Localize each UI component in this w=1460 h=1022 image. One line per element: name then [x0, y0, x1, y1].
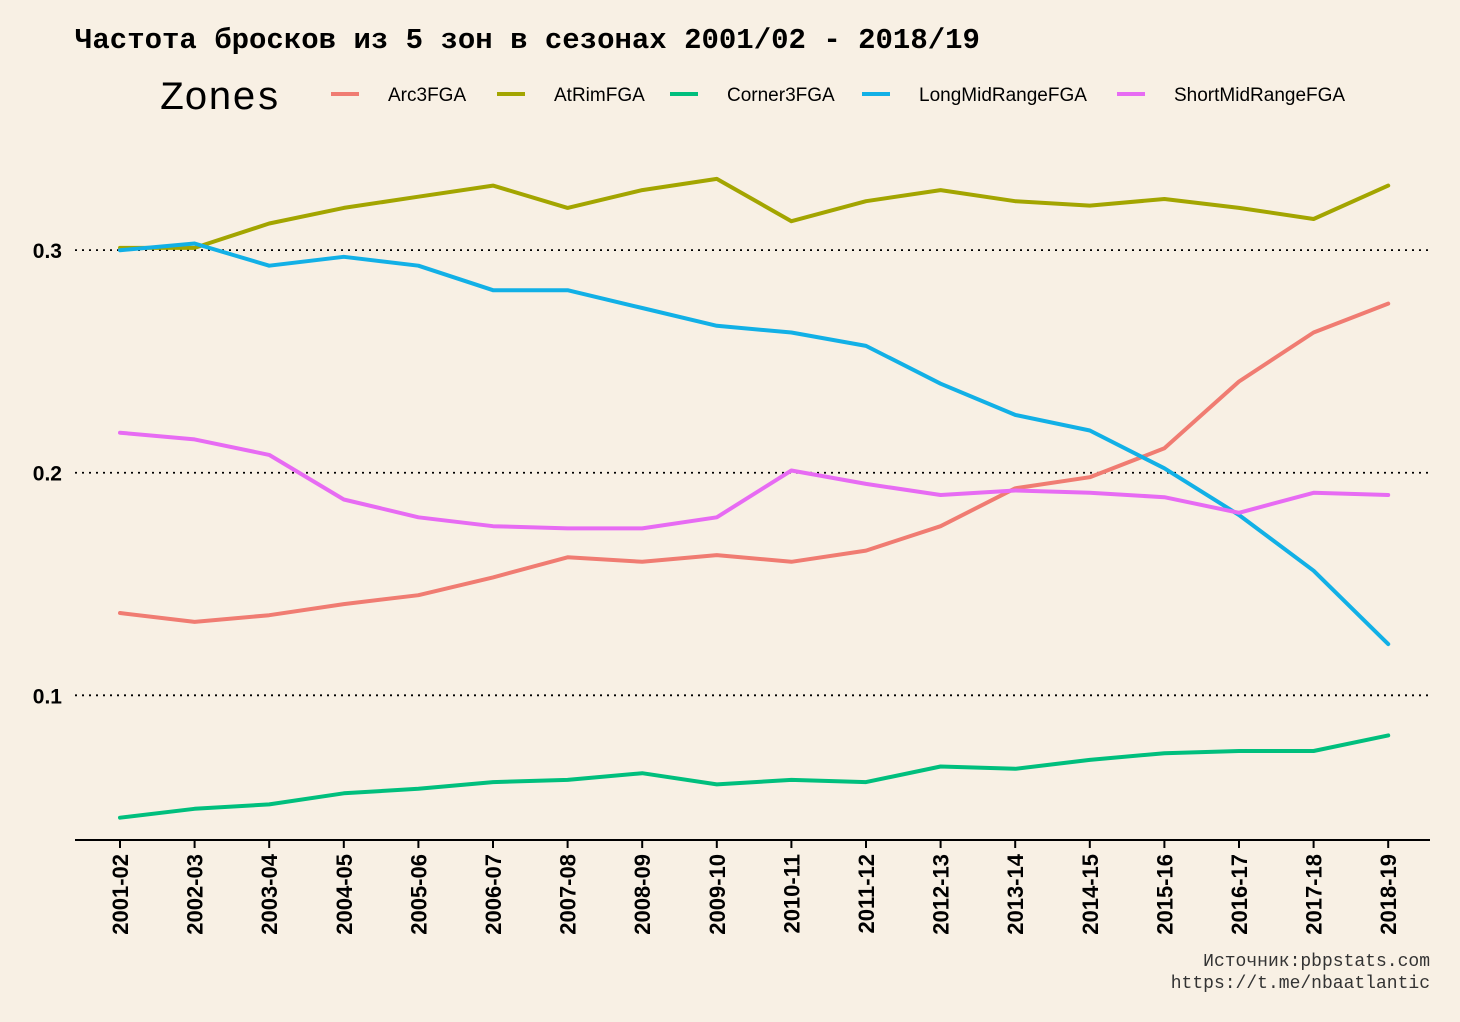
series-line-shortmidrangefga: [118, 430, 1391, 531]
series-line-longmidrangefga: [118, 241, 1391, 647]
legend-label-shortmidrangefga: ShortMidRangeFGA: [1174, 85, 1345, 106]
legend-label-atrimfga: AtRimFGA: [554, 85, 645, 106]
y-tick-label: 0.3: [33, 240, 62, 263]
x-tick-label: 2001-02: [108, 854, 133, 935]
x-tick-label: 2005-06: [406, 854, 431, 935]
axes: 0.1 0.2 0.3 2001-02 2002-03 2003-04 2004-05 200…: [33, 240, 1430, 935]
legend-label-corner3fga: Corner3FGA: [727, 85, 835, 106]
x-tick-label: 2018-19: [1376, 854, 1401, 935]
x-tick-label: 2013-14: [1003, 853, 1028, 935]
y-tick-label: 0.1: [33, 685, 63, 708]
x-tick-label: 2012-13: [929, 854, 954, 935]
x-tick-label: 2004-05: [332, 854, 357, 935]
chart-title: Частота бросков из 5 зон в сезонах 2001/…: [75, 24, 980, 57]
y-tick-label: 0.2: [33, 463, 62, 486]
x-tick-label: 2006-07: [481, 854, 506, 935]
x-tick-label: 2014-15: [1078, 854, 1103, 935]
x-tick-label: 2008-09: [630, 854, 655, 935]
legend: Zones Arc3FGA AtRimFGA Corner3FGA LongMidRa…: [160, 77, 1345, 122]
caption: Источник:pbpstats.com https://t.me/nbaat…: [1171, 952, 1430, 994]
legend-label-longmidrangefga: LongMidRangeFGA: [919, 85, 1087, 106]
x-tick-label: 2011-12: [854, 854, 879, 934]
series-line-atrimfga: [118, 176, 1391, 250]
series-line-corner3fga: [118, 733, 1391, 820]
x-tick-label: 2017-18: [1302, 854, 1327, 935]
x-tick-label: 2002-03: [183, 854, 208, 935]
x-tick-label: 2009-10: [705, 854, 730, 935]
x-tick-label: 2010-11: [779, 854, 804, 934]
grid-lines: [75, 249, 1430, 697]
series-line-arc3fga: [118, 301, 1391, 624]
series-layer: [118, 176, 1391, 820]
caption-source: Источник:pbpstats.com: [1203, 952, 1430, 972]
legend-label-arc3fga: Arc3FGA: [388, 85, 466, 106]
x-tick-label: 2003-04: [257, 853, 282, 935]
x-tick-label: 2007-08: [556, 854, 581, 935]
x-tick-label: 2015-16: [1152, 854, 1177, 935]
x-tick-label: 2016-17: [1227, 854, 1252, 935]
legend-title: Zones: [160, 77, 280, 122]
caption-url: https://t.me/nbaatlantic: [1171, 974, 1430, 994]
